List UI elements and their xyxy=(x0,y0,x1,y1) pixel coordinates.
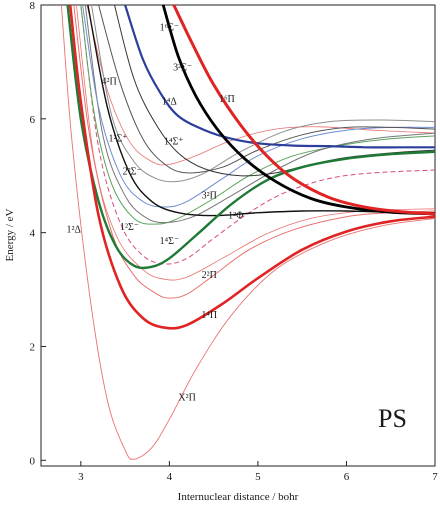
y-tick-label: 8 xyxy=(30,0,36,12)
curve-group xyxy=(60,4,436,460)
curve-label: 1²Σ⁻ xyxy=(120,222,139,233)
series-curve xyxy=(73,4,436,299)
curve-label: 1²Σ⁺ xyxy=(108,134,127,145)
series-curve xyxy=(60,4,436,460)
y-axis-label: Energy / eV xyxy=(4,208,16,261)
curve-label: 1⁶Π xyxy=(219,94,235,105)
molecule-label: PS xyxy=(378,404,407,433)
x-axis-label: Internuclear distance / bohr xyxy=(178,491,299,503)
axis-ticks: 3 4 5 6 7 0 2 4 6 8 xyxy=(30,0,439,483)
y-tick-label: 4 xyxy=(30,228,36,240)
x-tick-label: 3 xyxy=(78,471,84,483)
x-tick-label: 6 xyxy=(344,471,350,483)
curve-label: 1⁴Σ⁺ xyxy=(164,136,184,147)
plot-frame xyxy=(40,4,436,467)
curve-label: 3²Π xyxy=(202,191,217,202)
y-tick-label: 6 xyxy=(30,114,36,126)
series-curve xyxy=(68,4,436,330)
series-curve xyxy=(98,4,436,174)
series-curve xyxy=(80,4,436,265)
curve-label: 1⁴Π xyxy=(201,310,217,321)
curve-label: 3²Σ⁻ xyxy=(173,62,192,73)
series-curve xyxy=(87,4,436,217)
curve-label: 1⁶Σ⁻ xyxy=(160,23,180,34)
y-tick-label: 0 xyxy=(30,455,36,467)
curve-label: X²Π xyxy=(178,393,195,404)
series-curve xyxy=(82,4,436,208)
series-curve xyxy=(161,4,436,216)
curve-label: 2²Π xyxy=(202,270,217,281)
x-tick-label: 7 xyxy=(432,471,438,483)
series-curve xyxy=(124,4,435,149)
y-tick-label: 2 xyxy=(30,341,36,353)
x-tick-label: 4 xyxy=(167,471,173,483)
series-curve xyxy=(84,4,436,224)
curve-label: 1²Δ xyxy=(67,225,82,236)
curve-label: 4²Π xyxy=(102,77,117,88)
curve-label: 1²Φ xyxy=(228,210,243,221)
curve-label: 2²Σ⁻ xyxy=(123,167,142,178)
curve-label: 1⁴Δ xyxy=(162,97,177,108)
series-curve xyxy=(172,4,436,216)
curve-label-group: 4²Π X²Π 2²Π 1²Φ 1²Δ 1²Σ⁻ 1²Σ⁺ 2²Σ⁻ 3²Σ⁻ 1⁴Σ⁺ 3²Π 1⁴… xyxy=(67,23,244,404)
x-tick-label: 5 xyxy=(255,471,261,483)
curve-label: 1⁴Σ⁻ xyxy=(160,236,180,247)
series-curve xyxy=(66,4,436,270)
series-curve xyxy=(91,4,436,183)
series-curve xyxy=(86,4,436,166)
series-curve xyxy=(80,4,436,225)
